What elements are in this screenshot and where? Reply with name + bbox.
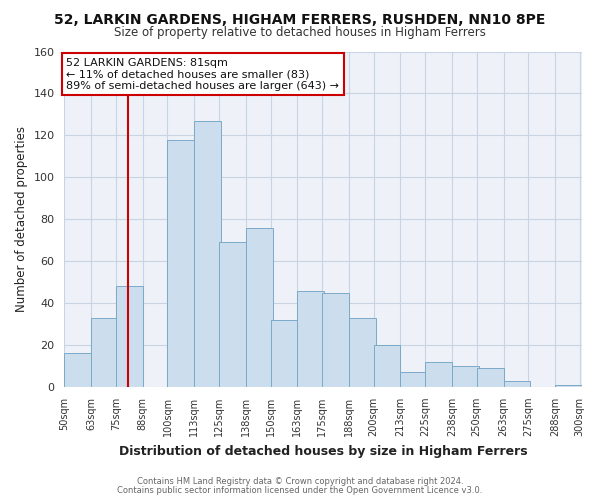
Bar [425,362,452,387]
Bar [322,292,349,387]
Bar [116,286,143,387]
Bar [477,368,503,387]
Bar [271,320,298,387]
Bar [349,318,376,387]
Bar [91,318,118,387]
Text: 52 LARKIN GARDENS: 81sqm
← 11% of detached houses are smaller (83)
89% of semi-d: 52 LARKIN GARDENS: 81sqm ← 11% of detach… [67,58,340,91]
Bar [194,120,221,387]
Bar [400,372,427,387]
Bar [555,385,582,387]
Bar [452,366,479,387]
Text: Size of property relative to detached houses in Higham Ferrers: Size of property relative to detached ho… [114,26,486,39]
X-axis label: Distribution of detached houses by size in Higham Ferrers: Distribution of detached houses by size … [119,444,527,458]
Bar [167,140,194,387]
Text: Contains public sector information licensed under the Open Government Licence v3: Contains public sector information licen… [118,486,482,495]
Bar [374,345,400,387]
Bar [219,242,246,387]
Y-axis label: Number of detached properties: Number of detached properties [15,126,28,312]
Bar [246,228,272,387]
Bar [298,290,324,387]
Text: 52, LARKIN GARDENS, HIGHAM FERRERS, RUSHDEN, NN10 8PE: 52, LARKIN GARDENS, HIGHAM FERRERS, RUSH… [55,12,545,26]
Bar [503,380,530,387]
Text: Contains HM Land Registry data © Crown copyright and database right 2024.: Contains HM Land Registry data © Crown c… [137,477,463,486]
Bar [64,354,91,387]
